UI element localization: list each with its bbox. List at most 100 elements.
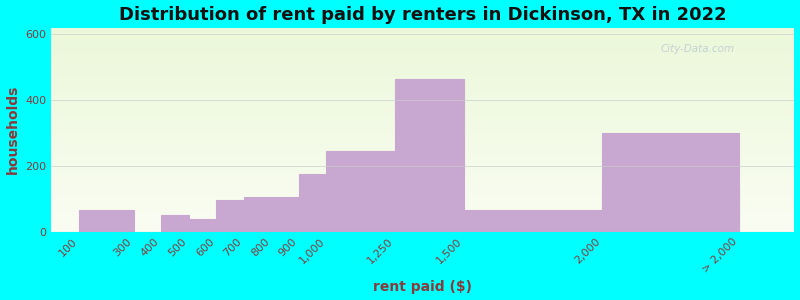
Bar	[51, 170, 794, 172]
Bar	[51, 196, 794, 198]
Bar	[51, 159, 794, 160]
Bar	[51, 85, 794, 87]
Bar	[51, 50, 794, 52]
Bar	[51, 142, 794, 143]
Bar	[51, 75, 794, 77]
Bar	[51, 216, 794, 218]
Bar	[51, 169, 794, 170]
Bar	[51, 211, 794, 213]
Bar	[51, 104, 794, 106]
Bar	[51, 136, 794, 138]
Bar	[51, 87, 794, 89]
Bar	[51, 213, 794, 214]
Bar	[216, 200, 244, 232]
Bar	[51, 208, 794, 209]
Bar	[51, 70, 794, 72]
Bar	[51, 133, 794, 135]
Bar	[51, 89, 794, 91]
Bar	[51, 194, 794, 196]
Bar	[51, 214, 794, 216]
Bar	[244, 197, 271, 232]
Bar	[51, 31, 794, 33]
Bar	[51, 121, 794, 123]
Bar	[51, 206, 794, 208]
Bar	[51, 131, 794, 133]
Bar	[51, 177, 794, 179]
Bar	[51, 162, 794, 164]
Bar	[51, 52, 794, 53]
Bar	[51, 226, 794, 228]
Bar	[51, 228, 794, 230]
Bar	[51, 124, 794, 126]
Bar	[51, 123, 794, 124]
Text: City-Data.com: City-Data.com	[661, 44, 734, 54]
Bar	[51, 138, 794, 140]
Bar	[51, 53, 794, 55]
Bar	[51, 35, 794, 36]
Bar	[51, 45, 794, 46]
Bar	[51, 220, 794, 221]
Y-axis label: households: households	[6, 85, 19, 174]
Bar	[51, 198, 794, 199]
Bar	[51, 130, 794, 131]
Bar	[51, 30, 794, 31]
Bar	[464, 210, 602, 232]
Bar	[51, 64, 794, 65]
Bar	[51, 79, 794, 80]
Bar	[51, 157, 794, 159]
Bar	[51, 67, 794, 69]
Bar	[51, 36, 794, 38]
Bar	[51, 140, 794, 142]
Bar	[51, 77, 794, 79]
Bar	[51, 188, 794, 189]
Bar	[51, 221, 794, 223]
Bar	[51, 82, 794, 84]
Bar	[51, 116, 794, 118]
Bar	[51, 43, 794, 45]
Bar	[51, 152, 794, 154]
Bar	[51, 98, 794, 99]
Bar	[51, 60, 794, 62]
Bar	[51, 111, 794, 113]
Bar	[51, 150, 794, 152]
Bar	[51, 201, 794, 203]
Bar	[51, 101, 794, 103]
Bar	[51, 160, 794, 162]
Bar	[51, 80, 794, 82]
Bar	[51, 186, 794, 188]
Bar	[51, 119, 794, 121]
Bar	[51, 204, 794, 206]
Bar	[602, 186, 739, 232]
Bar	[271, 197, 299, 232]
Bar	[51, 148, 794, 150]
Bar	[51, 99, 794, 101]
Bar	[51, 174, 794, 176]
Bar	[51, 40, 794, 41]
Bar	[51, 113, 794, 115]
Bar	[51, 55, 794, 57]
Bar	[602, 133, 739, 232]
Bar	[51, 193, 794, 194]
Bar	[51, 165, 794, 167]
Bar	[51, 225, 794, 226]
Bar	[78, 210, 134, 232]
Bar	[51, 181, 794, 182]
Bar	[51, 46, 794, 48]
Bar	[51, 92, 794, 94]
Bar	[51, 94, 794, 96]
Bar	[51, 154, 794, 155]
Bar	[51, 106, 794, 108]
Bar	[51, 38, 794, 40]
Bar	[51, 145, 794, 147]
Bar	[189, 219, 216, 232]
Bar	[299, 174, 326, 232]
Bar	[51, 62, 794, 64]
Bar	[51, 172, 794, 174]
Bar	[51, 110, 794, 111]
Bar	[51, 230, 794, 232]
Bar	[326, 151, 395, 232]
Bar	[51, 135, 794, 137]
Bar	[51, 58, 794, 60]
Bar	[51, 209, 794, 211]
X-axis label: rent paid ($): rent paid ($)	[374, 280, 472, 294]
